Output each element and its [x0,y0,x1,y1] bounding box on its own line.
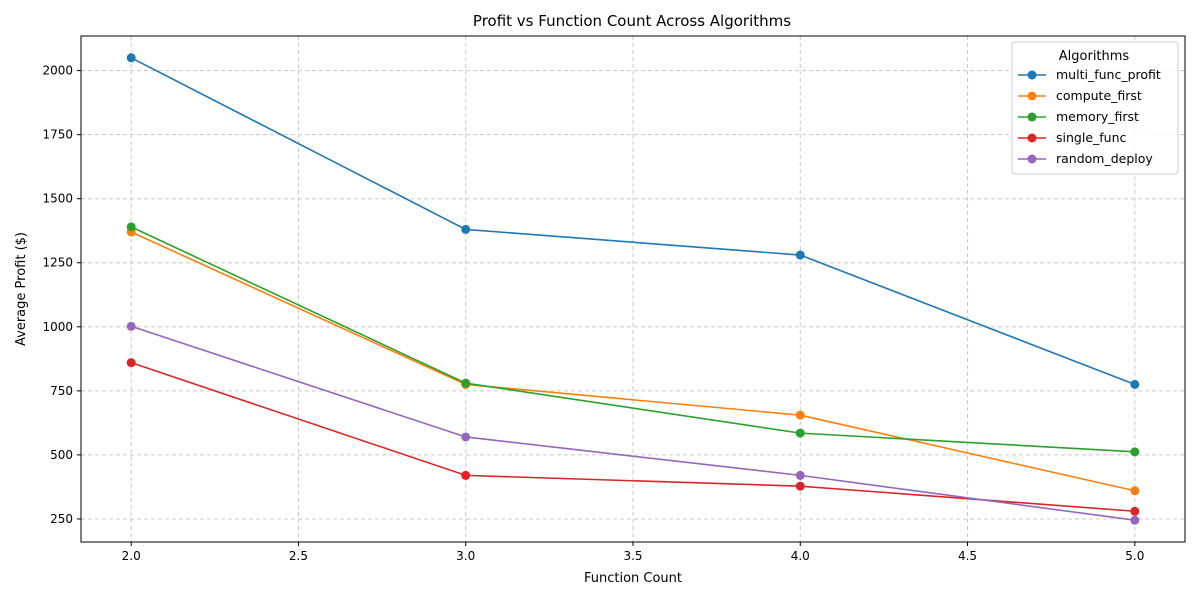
y-tick-label: 1250 [42,256,73,270]
data-point [126,321,136,331]
legend-items: multi_func_profit compute_first memory_fir… [1018,67,1161,166]
legend-marker [1027,70,1037,80]
data-point [1130,486,1140,496]
x-axis-label: Function Count [584,571,682,586]
x-tick-label: 2.0 [122,549,141,563]
data-point [1130,506,1140,516]
legend-label: compute_first [1056,88,1142,103]
series-single_func [126,358,1140,516]
legend-marker [1027,154,1037,164]
y-tick-label: 750 [50,384,73,398]
y-axis-ticks: 250 500 750 1000 1250 1500 1750 2000 [42,64,81,526]
y-tick-label: 500 [50,448,73,462]
x-tick-label: 4.0 [791,549,810,563]
series-line [130,231,1135,492]
series-layer [126,53,1140,525]
legend-item-single_func: single_func [1018,130,1127,145]
legend-item-compute_first: compute_first [1018,88,1142,103]
data-point [795,410,805,420]
data-point [1130,379,1140,389]
data-point [461,378,471,388]
grid-lines [81,36,1185,542]
series-multi_func_profit [126,53,1140,389]
data-point [795,428,805,438]
x-axis-ticks: 2.0 2.5 3.0 3.5 4.0 4.5 5.0 [122,542,1144,563]
data-point [795,250,805,260]
series-random_deploy [126,321,1140,525]
data-point [461,432,471,442]
legend-item-multi_func_profit: multi_func_profit [1018,67,1161,82]
y-tick-label: 1500 [42,192,73,206]
data-point [1130,447,1140,457]
legend-marker [1027,112,1037,122]
data-point [461,224,471,234]
series-line [130,57,1136,386]
legend-title: Algorithms [1059,49,1130,64]
legend-box [1011,41,1179,175]
data-point [126,222,136,232]
data-point [795,481,805,491]
legend-label: random_deploy [1056,151,1153,166]
x-tick-label: 3.0 [456,549,475,563]
series-line [130,361,1135,513]
x-tick-label: 2.5 [289,549,308,563]
data-point [461,470,471,480]
x-tick-label: 3.5 [623,549,642,563]
y-tick-label: 1000 [42,320,73,334]
data-point [126,53,136,63]
y-axis-label: Average Profit ($) [14,232,29,346]
series-line [130,325,1135,522]
legend-label: multi_func_profit [1056,67,1161,82]
legend-marker [1027,91,1037,101]
y-tick-label: 1750 [42,128,73,142]
legend-item-memory_first: memory_first [1018,109,1139,124]
legend-label: single_func [1056,130,1127,145]
legend-marker [1027,133,1037,143]
x-tick-label: 5.0 [1125,549,1144,563]
legend: Algorithms multi_func_profit compute_firs… [1011,41,1179,175]
series-memory_first [126,222,1140,457]
legend-item-random_deploy: random_deploy [1018,151,1153,166]
series-line [130,226,1135,453]
data-point [795,470,805,480]
chart-title: Profit vs Function Count Across Algorith… [473,12,791,30]
legend-label: memory_first [1056,109,1139,124]
y-tick-label: 250 [50,512,73,526]
data-point [1130,515,1140,525]
y-tick-label: 2000 [42,64,73,78]
data-point [126,358,136,368]
x-tick-label: 4.5 [958,549,977,563]
